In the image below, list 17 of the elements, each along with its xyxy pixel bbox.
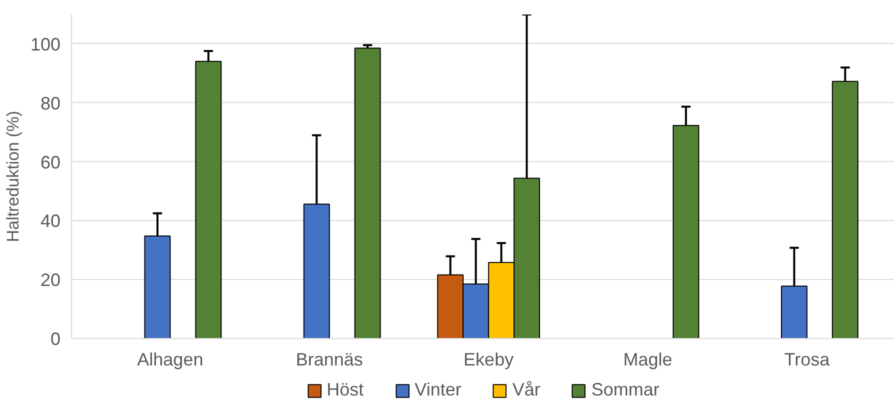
x-tick-label: Alhagen [137,350,204,370]
x-tick-label: Brannäs [296,350,363,370]
x-tick-label: Magle [623,350,672,370]
y-tick-label: 80 [40,93,61,114]
y-tick-label: 100 [30,34,61,54]
y-tick-label: 60 [40,152,61,172]
bar [354,48,381,338]
x-tick-label: Trosa [784,350,831,370]
legend-label: Vinter [414,380,462,400]
legend-label: Höst [326,380,364,400]
legend-label: Vår [512,380,540,400]
y-tick-label: 40 [40,211,61,232]
y-axis-title: Haltreduktion (%) [3,110,22,242]
y-tick-label: 20 [40,270,61,290]
y-tick-label: 0 [50,329,61,349]
x-tick-label: Ekeby [464,350,514,370]
legend-label: Sommar [591,380,660,400]
